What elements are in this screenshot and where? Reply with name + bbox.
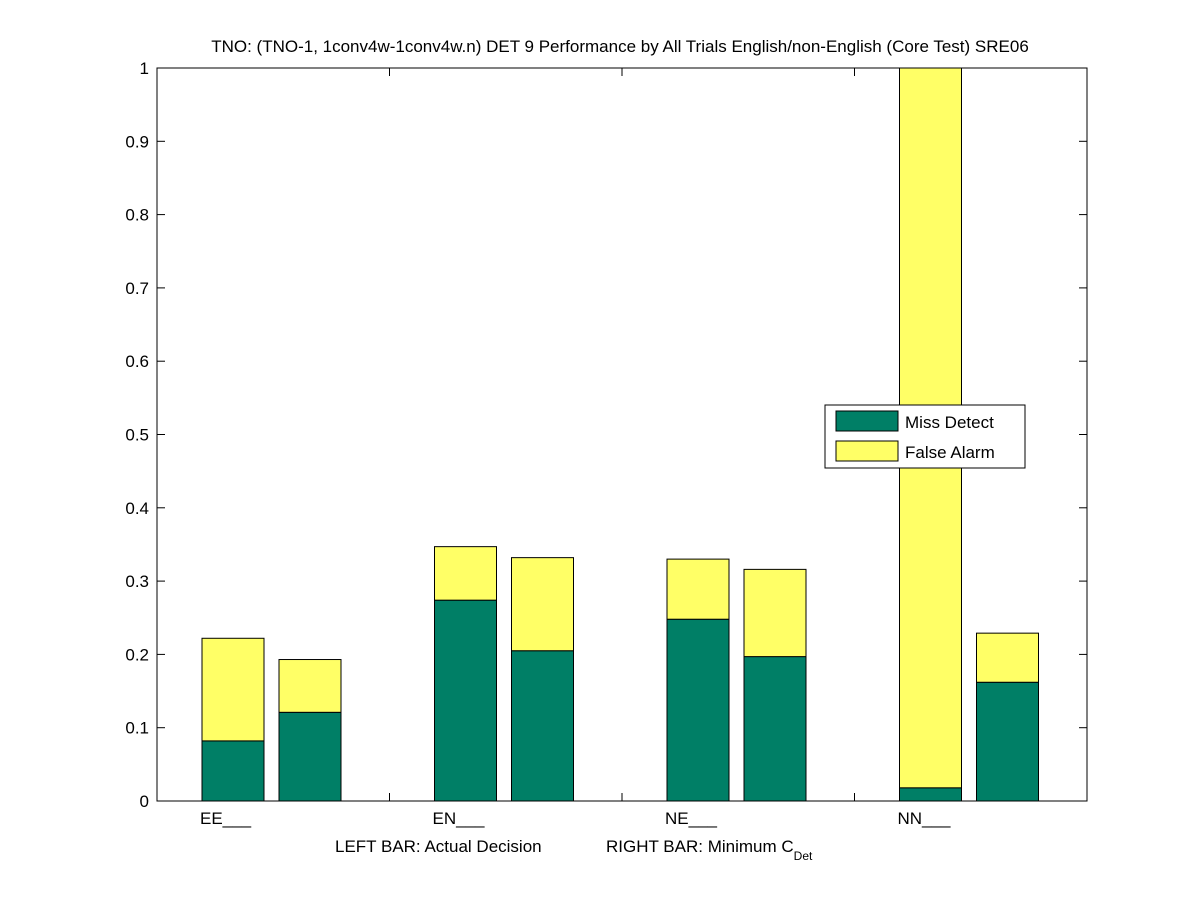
- bars-group: [201, 67, 1039, 802]
- y-tick-label: 1: [140, 59, 149, 78]
- bar-nn-min-false-alarm: [976, 632, 1039, 683]
- x-axis: EE___ EN___ NE___ NN___: [200, 68, 951, 828]
- bar-ne-min-miss-detect: [743, 656, 807, 802]
- x-tick-label: EN___: [433, 809, 486, 828]
- x-label-right-main: RIGHT BAR: Minimum C: [606, 837, 794, 856]
- chart-title: TNO: (TNO-1, 1conv4w-1conv4w.n) DET 9 Pe…: [211, 37, 1029, 56]
- y-tick-label: 0: [140, 792, 149, 811]
- y-tick-label: 0.7: [125, 279, 149, 298]
- y-axis: 0 0.1 0.2 0.3 0.4 0.5 0.6 0.7 0.8 0.9 1: [125, 59, 1087, 811]
- y-tick-label: 0.9: [125, 132, 149, 151]
- y-tick-label: 0.5: [125, 426, 149, 445]
- x-label-right-subscript: Det: [794, 849, 813, 863]
- x-axis-label: LEFT BAR: Actual Decision RIGHT BAR: Min…: [335, 837, 813, 863]
- y-tick-label: 0.8: [125, 206, 149, 225]
- bar-en-min-false-alarm: [511, 557, 574, 652]
- bar-nn-actual-miss-detect: [899, 787, 962, 802]
- x-tick-label: NE___: [665, 809, 718, 828]
- legend-swatch-false-alarm: [835, 440, 899, 462]
- legend-label-false-alarm: False Alarm: [905, 443, 995, 462]
- x-label-right: RIGHT BAR: Minimum CDet: [606, 837, 813, 863]
- y-tick-label: 0.6: [125, 352, 149, 371]
- bar-ee-actual-false-alarm: [201, 637, 265, 742]
- x-tick-label: EE___: [200, 809, 252, 828]
- legend: Miss Detect False Alarm: [824, 404, 1026, 469]
- bar-ne-actual-miss-detect: [666, 618, 730, 802]
- legend-swatch-miss-detect: [835, 410, 899, 432]
- y-tick-label: 0.3: [125, 572, 149, 591]
- y-tick-label: 0.2: [125, 645, 149, 664]
- bar-ne-actual-false-alarm: [666, 558, 730, 620]
- bar-en-actual-miss-detect: [434, 599, 497, 802]
- bar-en-actual-false-alarm: [434, 546, 497, 601]
- bar-ne-min-false-alarm: [743, 568, 807, 658]
- bar-ee-min-false-alarm: [278, 659, 342, 713]
- bar-ee-actual-miss-detect: [201, 740, 265, 802]
- bar-ee-min-miss-detect: [278, 711, 342, 802]
- x-label-left: LEFT BAR: Actual Decision: [335, 837, 542, 856]
- bar-nn-min-miss-detect: [976, 681, 1039, 802]
- legend-label-miss-detect: Miss Detect: [905, 413, 994, 432]
- bar-en-min-miss-detect: [511, 650, 574, 802]
- y-tick-label: 0.4: [125, 499, 149, 518]
- y-tick-label: 0.1: [125, 719, 149, 738]
- x-tick-label: NN___: [898, 809, 951, 828]
